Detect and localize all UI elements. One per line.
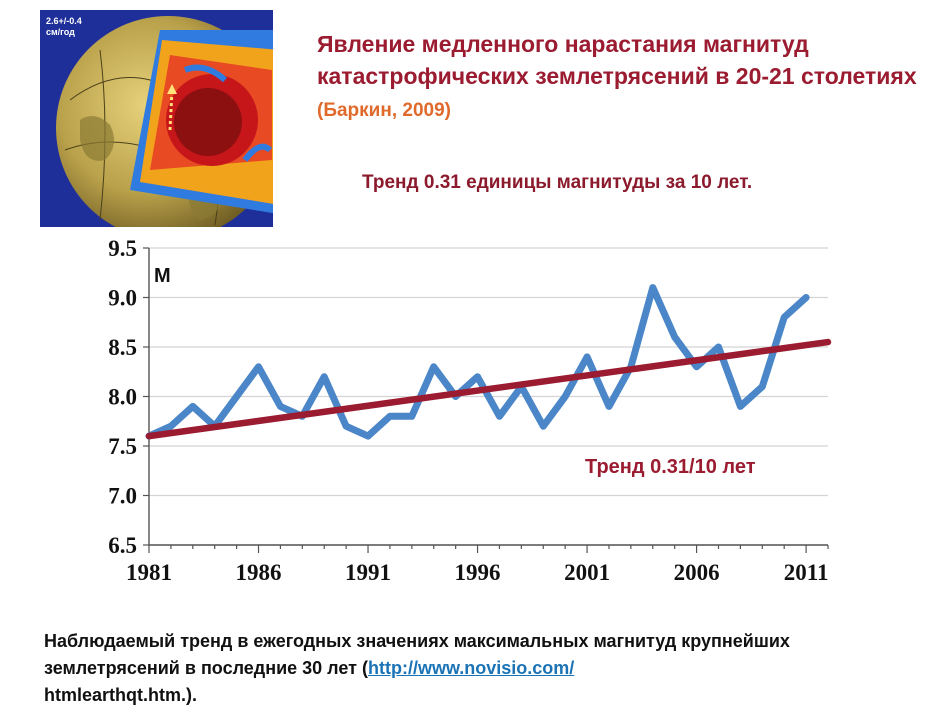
footer-tail: htmlearthqt.htm.).: [44, 685, 197, 705]
data-point: [759, 383, 766, 390]
source-link[interactable]: http://www.novisio.com/: [367, 658, 575, 678]
data-point: [715, 343, 722, 351]
data-point: [386, 413, 394, 420]
chart-series: [145, 284, 832, 440]
trend-line: [145, 338, 832, 440]
displacement-arrow-icon: [168, 89, 174, 131]
data-point: [496, 413, 503, 420]
globe-illustration: 2.6+/-0.4 см/год: [40, 10, 273, 227]
x-tick-label: 1991: [345, 560, 391, 585]
globe-caption-rate: 2.6+/-0.4: [46, 16, 82, 26]
data-point: [430, 363, 437, 370]
x-tick-label: 1996: [455, 560, 501, 585]
data-point: [737, 403, 744, 410]
x-tick-label: 1981: [126, 560, 172, 585]
data-point: [671, 333, 678, 341]
data-point: [605, 403, 613, 410]
globe-caption: 2.6+/-0.4 см/год: [46, 16, 106, 38]
data-point: [693, 363, 700, 370]
data-point: [583, 353, 591, 361]
cutaway-section: [130, 30, 273, 214]
data-point: [540, 423, 547, 430]
data-point: [321, 373, 328, 380]
data-point: [277, 403, 284, 410]
y-tick-label: 7.5: [108, 434, 137, 459]
trend-caption: Тренд 0.31 единицы магнитуды за 10 лет.: [362, 172, 753, 193]
title-text: Явление медленного нарастания магнитуд к…: [317, 31, 917, 89]
data-point: [802, 294, 810, 301]
y-tick-label: 9.5: [108, 236, 137, 261]
data-point: [167, 423, 175, 430]
y-tick-label: 8.0: [108, 385, 137, 410]
data-point: [189, 403, 197, 410]
earth-globe-image: [56, 16, 273, 227]
magnitude-chart: 6.5 7.0 7.5 8.0 8.5 9.0 9.5 1981 1986 1991 1996 200…: [108, 236, 832, 585]
x-tick-label: 1986: [236, 560, 282, 585]
globe-caption-unit: см/год: [46, 27, 75, 37]
x-tick-label: 2011: [784, 560, 829, 585]
data-point: [649, 284, 656, 291]
y-axis-label: M: [154, 265, 171, 287]
y-tick-label: 6.5: [108, 533, 137, 558]
data-point: [561, 393, 569, 400]
data-point: [474, 373, 481, 380]
data-point: [364, 432, 372, 440]
y-tick-label: 8.5: [108, 335, 137, 360]
x-tick-label: 2006: [674, 560, 720, 585]
data-point: [233, 393, 240, 400]
data-point: [255, 363, 262, 370]
x-tick-label: 2001: [564, 560, 610, 585]
y-tick-label: 9.0: [108, 286, 137, 311]
page-title: Явление медленного нарастания магнитуд к…: [317, 28, 917, 127]
title-author: (Баркин, 2009): [317, 100, 451, 121]
data-point: [780, 314, 788, 321]
data-point: [342, 423, 350, 430]
trend-line-label: Тренд 0.31/10 лет: [585, 456, 756, 478]
footer-text: Наблюдаемый тренд в ежегодных значениях …: [44, 631, 790, 678]
footer-note: Наблюдаемый тренд в ежегодных значениях …: [44, 628, 924, 709]
data-point: [408, 413, 416, 420]
y-tick-label: 7.0: [108, 484, 137, 509]
chart-axes: 6.5 7.0 7.5 8.0 8.5 9.0 9.5 1981 1986 1991 1996 200…: [108, 236, 829, 585]
